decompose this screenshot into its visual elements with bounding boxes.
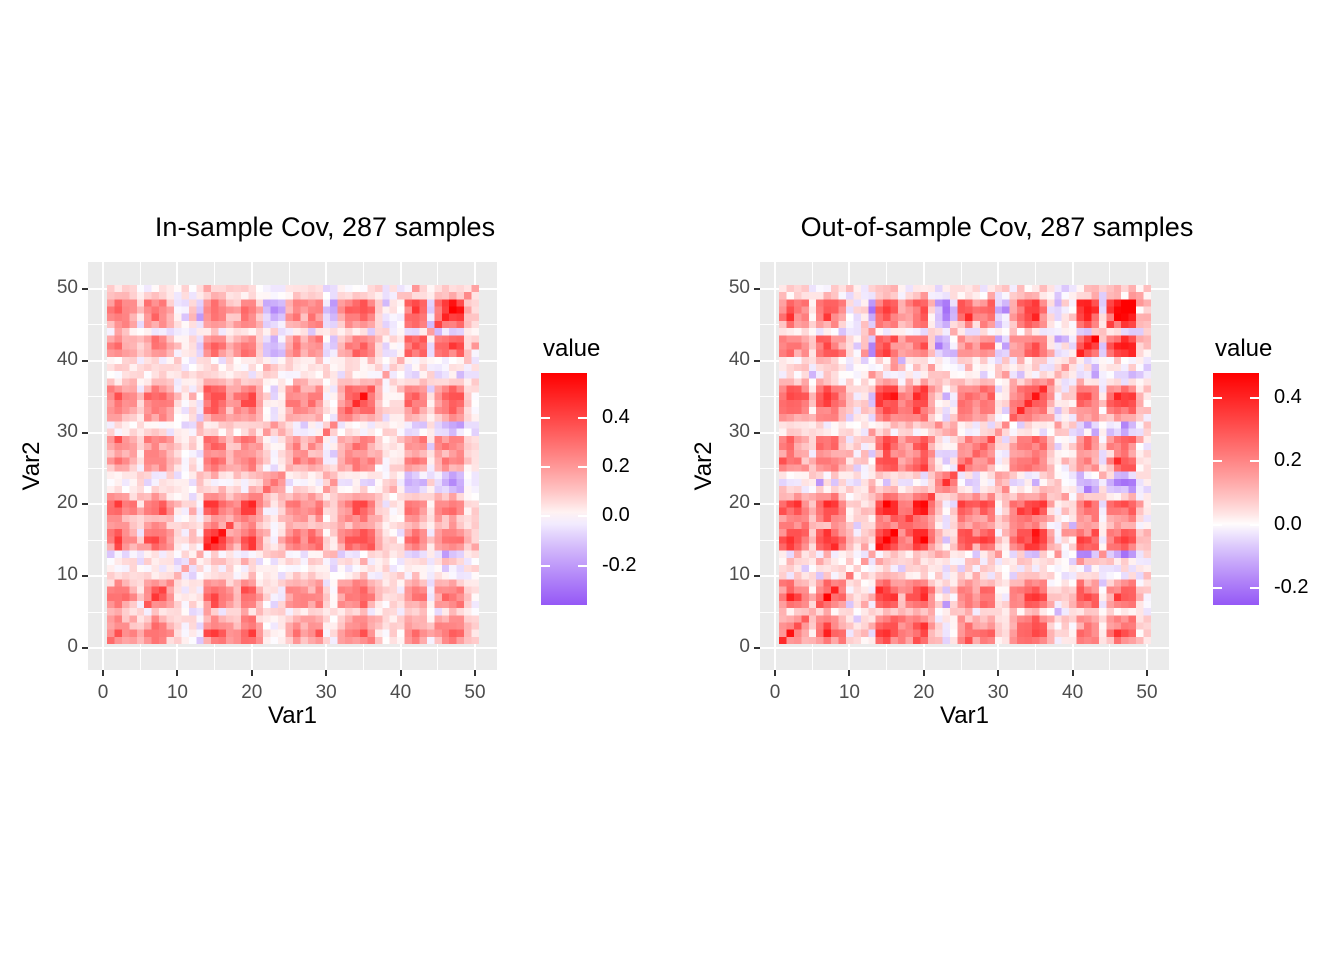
legend-tick-label: -0.2 bbox=[602, 553, 637, 576]
legend-tick-mark bbox=[1213, 460, 1222, 463]
x-tick-label: 10 bbox=[166, 682, 188, 703]
legend-tick-mark bbox=[541, 515, 550, 518]
legend-tick-label: 0.2 bbox=[1274, 449, 1302, 472]
legend-colorbar: 0.4 0.2 0.0 -0.2 bbox=[541, 373, 636, 605]
legend-colorbar: 0.4 0.2 0.0 -0.2 bbox=[1213, 373, 1308, 605]
x-tick-mark bbox=[848, 670, 851, 676]
plot-title: Out-of-sample Cov, 287 samples bbox=[800, 212, 1194, 242]
x-tick-mark bbox=[399, 670, 402, 676]
plot-panel bbox=[760, 262, 1169, 670]
x-tick-mark bbox=[176, 670, 179, 676]
legend-tick-mark bbox=[578, 466, 587, 469]
x-tick-mark bbox=[997, 670, 1000, 676]
y-tick-label: 50 bbox=[728, 277, 750, 298]
y-tick-label: 30 bbox=[56, 420, 78, 442]
x-tick-mark bbox=[1146, 670, 1148, 676]
gridline-vertical bbox=[774, 262, 776, 670]
heatmap-figure-in-sample: In-sample Cov, 287 samples Var1 Var2 val… bbox=[18, 212, 636, 729]
legend-tick-mark bbox=[578, 564, 587, 567]
y-tick-label: 40 bbox=[728, 348, 750, 370]
y-tick-mark bbox=[82, 503, 88, 506]
y-axis-title: Var2 bbox=[18, 441, 45, 491]
y-tick-label: 40 bbox=[56, 348, 78, 370]
y-tick-label: 20 bbox=[728, 492, 750, 514]
x-axis-title: Var1 bbox=[268, 702, 317, 729]
y-tick-label: 10 bbox=[728, 564, 750, 586]
legend-tick-mark bbox=[541, 466, 550, 469]
legend-tick-mark bbox=[541, 417, 550, 420]
legend-tick-mark bbox=[578, 417, 587, 420]
x-tick-label: 30 bbox=[987, 682, 1009, 703]
x-tick-label: 30 bbox=[315, 682, 337, 703]
legend-tick-mark bbox=[1213, 397, 1222, 399]
x-tick-label: 20 bbox=[913, 682, 935, 703]
x-tick-label: 40 bbox=[390, 682, 412, 703]
legend-tick-label: 0.0 bbox=[602, 504, 630, 527]
legend-tick-mark bbox=[541, 564, 550, 567]
x-tick-mark bbox=[474, 670, 476, 676]
y-tick-mark bbox=[754, 575, 760, 578]
y-tick-mark bbox=[82, 431, 88, 434]
x-tick-mark bbox=[102, 670, 104, 676]
legend-tick-mark bbox=[1250, 523, 1259, 526]
y-tick-mark bbox=[82, 647, 88, 649]
legend-tick-mark bbox=[1250, 460, 1259, 463]
y-tick-mark bbox=[754, 359, 760, 362]
legend-tick-label: 0.4 bbox=[602, 406, 630, 429]
gridline-horizontal bbox=[760, 647, 1169, 649]
gridline-vertical bbox=[102, 262, 104, 670]
y-tick-label: 20 bbox=[56, 492, 78, 514]
plot-title: In-sample Cov, 287 samples bbox=[154, 212, 496, 242]
x-tick-label: 50 bbox=[464, 682, 486, 703]
heatmap-canvas bbox=[779, 285, 1151, 644]
legend-tick-mark bbox=[1213, 586, 1222, 589]
y-tick-mark bbox=[754, 647, 760, 649]
x-tick-label: 10 bbox=[838, 682, 860, 703]
gridline-horizontal bbox=[88, 647, 497, 649]
y-tick-label: 10 bbox=[56, 564, 78, 586]
legend-tick-label: 0.0 bbox=[1274, 512, 1302, 535]
x-tick-label: 50 bbox=[1136, 682, 1158, 703]
y-tick-label: 0 bbox=[67, 636, 78, 657]
x-tick-label: 40 bbox=[1062, 682, 1084, 703]
y-tick-mark bbox=[82, 359, 88, 362]
x-tick-mark bbox=[922, 670, 925, 676]
x-tick-label: 20 bbox=[241, 682, 263, 703]
x-tick-mark bbox=[325, 670, 328, 676]
legend-tick-label: 0.4 bbox=[1274, 386, 1302, 408]
x-tick-mark bbox=[774, 670, 776, 676]
y-tick-mark bbox=[82, 575, 88, 578]
y-axis-title: Var2 bbox=[690, 441, 717, 491]
x-axis-title: Var1 bbox=[940, 702, 989, 729]
y-tick-mark bbox=[754, 431, 760, 434]
x-tick-label: 0 bbox=[97, 682, 109, 703]
legend-tick-mark bbox=[1250, 397, 1259, 399]
legend-tick-label: 0.2 bbox=[602, 455, 630, 478]
legend-title: value bbox=[1215, 335, 1273, 362]
y-tick-label: 50 bbox=[56, 277, 78, 298]
y-tick-mark bbox=[754, 503, 760, 506]
y-tick-label: 0 bbox=[739, 636, 750, 657]
heatmap-figure-out-of-sample: Out-of-sample Cov, 287 samples Var1 Var2… bbox=[672, 0, 1344, 960]
legend-title: value bbox=[543, 335, 601, 362]
y-tick-mark bbox=[82, 288, 88, 290]
legend-tick-mark bbox=[1213, 523, 1222, 526]
y-tick-mark bbox=[754, 288, 760, 290]
legend-tick-mark bbox=[1250, 586, 1259, 589]
plot-panel bbox=[88, 262, 497, 670]
heatmap-canvas bbox=[107, 285, 479, 644]
legend-tick-mark bbox=[578, 515, 587, 518]
legend-tick-label: -0.2 bbox=[1274, 575, 1309, 598]
y-tick-label: 30 bbox=[728, 420, 750, 442]
x-tick-label: 0 bbox=[769, 682, 781, 703]
x-tick-mark bbox=[1071, 670, 1074, 676]
x-tick-mark bbox=[250, 670, 253, 676]
